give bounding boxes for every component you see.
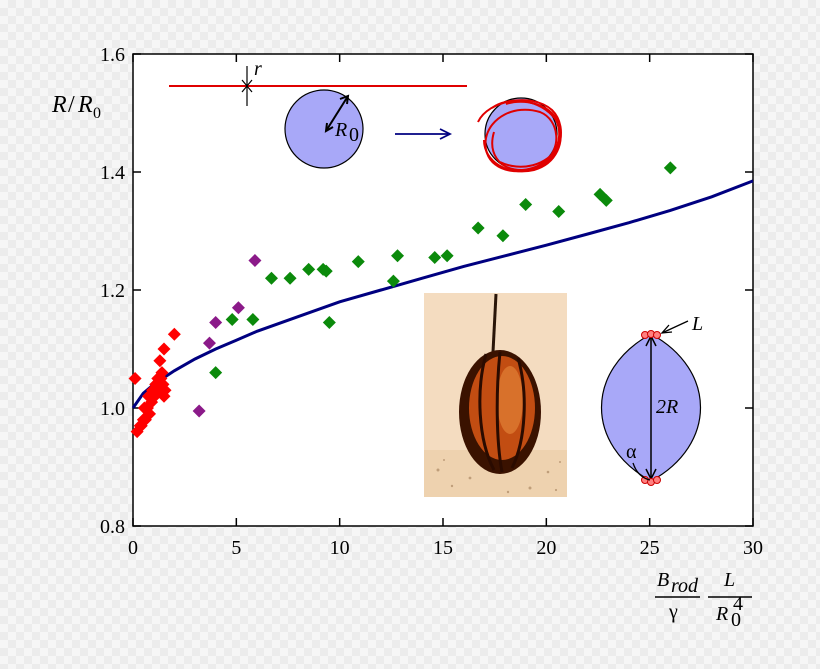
l-label: L — [691, 313, 703, 335]
y-tick-label: 1.6 — [100, 44, 125, 66]
data-point-green — [225, 313, 239, 326]
radius-arrow-tail — [324, 122, 334, 133]
data-point-purple — [231, 301, 245, 315]
x-tick-label: 20 — [536, 537, 556, 559]
radius-line — [325, 95, 349, 132]
photo-specks — [436, 459, 561, 494]
two-r-label: 2R — [656, 396, 678, 418]
x-label-r: R — [715, 603, 728, 625]
inset-lens-schematic: L 2R α — [600, 313, 703, 486]
data-point-red — [167, 327, 181, 341]
x-label-r-sub: 0 — [731, 609, 741, 631]
data-point-purple — [192, 404, 206, 418]
alpha-arc — [632, 462, 651, 481]
x-label-r-sup: 4 — [733, 593, 743, 615]
axis-ticks — [132, 53, 754, 527]
y-label-r0-sub: 0 — [93, 105, 101, 122]
droplet-circle — [284, 89, 364, 169]
transition-arrow-head — [439, 128, 453, 140]
data-point-green — [319, 264, 333, 278]
data-point-green — [663, 161, 677, 175]
photo-rod-stem — [491, 293, 498, 353]
data-point-purple — [209, 315, 223, 329]
data-point-red — [153, 354, 167, 368]
data-point-green — [209, 366, 223, 380]
data-point-green — [283, 271, 297, 285]
data-point-purple — [248, 254, 262, 267]
data-point-green — [351, 255, 365, 269]
photo-droplet-bands — [478, 351, 526, 473]
x-tick-label: 25 — [640, 537, 660, 559]
x-tick-label: 15 — [433, 537, 453, 559]
data-markers — [128, 161, 677, 439]
data-point-green — [322, 315, 336, 329]
data-point-purple — [202, 336, 216, 350]
inset-photograph — [424, 293, 567, 497]
y-tick-label: 1.4 — [100, 162, 125, 184]
y-label-slash: / — [68, 92, 75, 118]
y-tick-label: 1.2 — [100, 280, 125, 302]
x-label-rod: rod — [671, 575, 699, 597]
data-point-red — [157, 342, 171, 356]
x-tick-label: 0 — [128, 537, 138, 559]
lens-rod-ends — [641, 330, 661, 486]
x-tick-label: 5 — [231, 537, 241, 559]
y-tick-label: 1.0 — [100, 398, 125, 420]
x-label-b: B — [657, 569, 669, 591]
y-axis-label: R / R 0 — [51, 92, 101, 122]
y-label-r: R — [51, 92, 67, 118]
data-point-green — [246, 313, 260, 326]
radius-label-sub: 0 — [349, 124, 359, 146]
data-point-green — [471, 221, 485, 235]
data-point-green — [519, 197, 533, 211]
y-tick-label: 0.8 — [100, 516, 125, 538]
data-point-green — [496, 229, 510, 243]
x-tick-labels: 0 5 10 15 20 25 30 — [128, 537, 763, 559]
x-axis-label: B rod γ L R 0 4 — [655, 569, 752, 631]
data-point-red — [158, 383, 172, 397]
data-point-green — [264, 271, 278, 285]
radius-arrow-head — [339, 94, 350, 105]
l-pointer-line — [661, 320, 689, 334]
data-point-green — [599, 193, 613, 207]
y-tick-labels: 0.8 1.0 1.2 1.4 1.6 — [100, 44, 125, 538]
x-label-l: L — [723, 569, 735, 591]
model-curve — [131, 179, 754, 409]
x-tick-label: 10 — [330, 537, 350, 559]
data-point-green — [440, 249, 454, 263]
x-tick-label: 30 — [743, 537, 763, 559]
x-label-gamma: γ — [668, 601, 678, 623]
data-point-green — [302, 262, 316, 276]
data-point-green — [386, 274, 400, 288]
alpha-label: α — [626, 441, 637, 463]
data-point-green — [428, 251, 442, 265]
data-point-red — [155, 366, 169, 380]
l-pointer-head — [660, 324, 673, 334]
y-label-r0: R — [77, 92, 93, 118]
data-point-green — [391, 249, 405, 263]
data-point-red — [128, 372, 142, 385]
radius-label: R — [334, 119, 347, 141]
photo-droplet-highlight — [497, 366, 523, 434]
wrapped-rod-coils — [477, 99, 562, 173]
thickness-arrow-bottom — [241, 85, 253, 93]
inset-rod-schematic: r R 0 — [169, 58, 562, 173]
data-point-green — [552, 205, 566, 219]
thickness-r-label: r — [254, 58, 262, 80]
data-point-red — [143, 407, 157, 421]
